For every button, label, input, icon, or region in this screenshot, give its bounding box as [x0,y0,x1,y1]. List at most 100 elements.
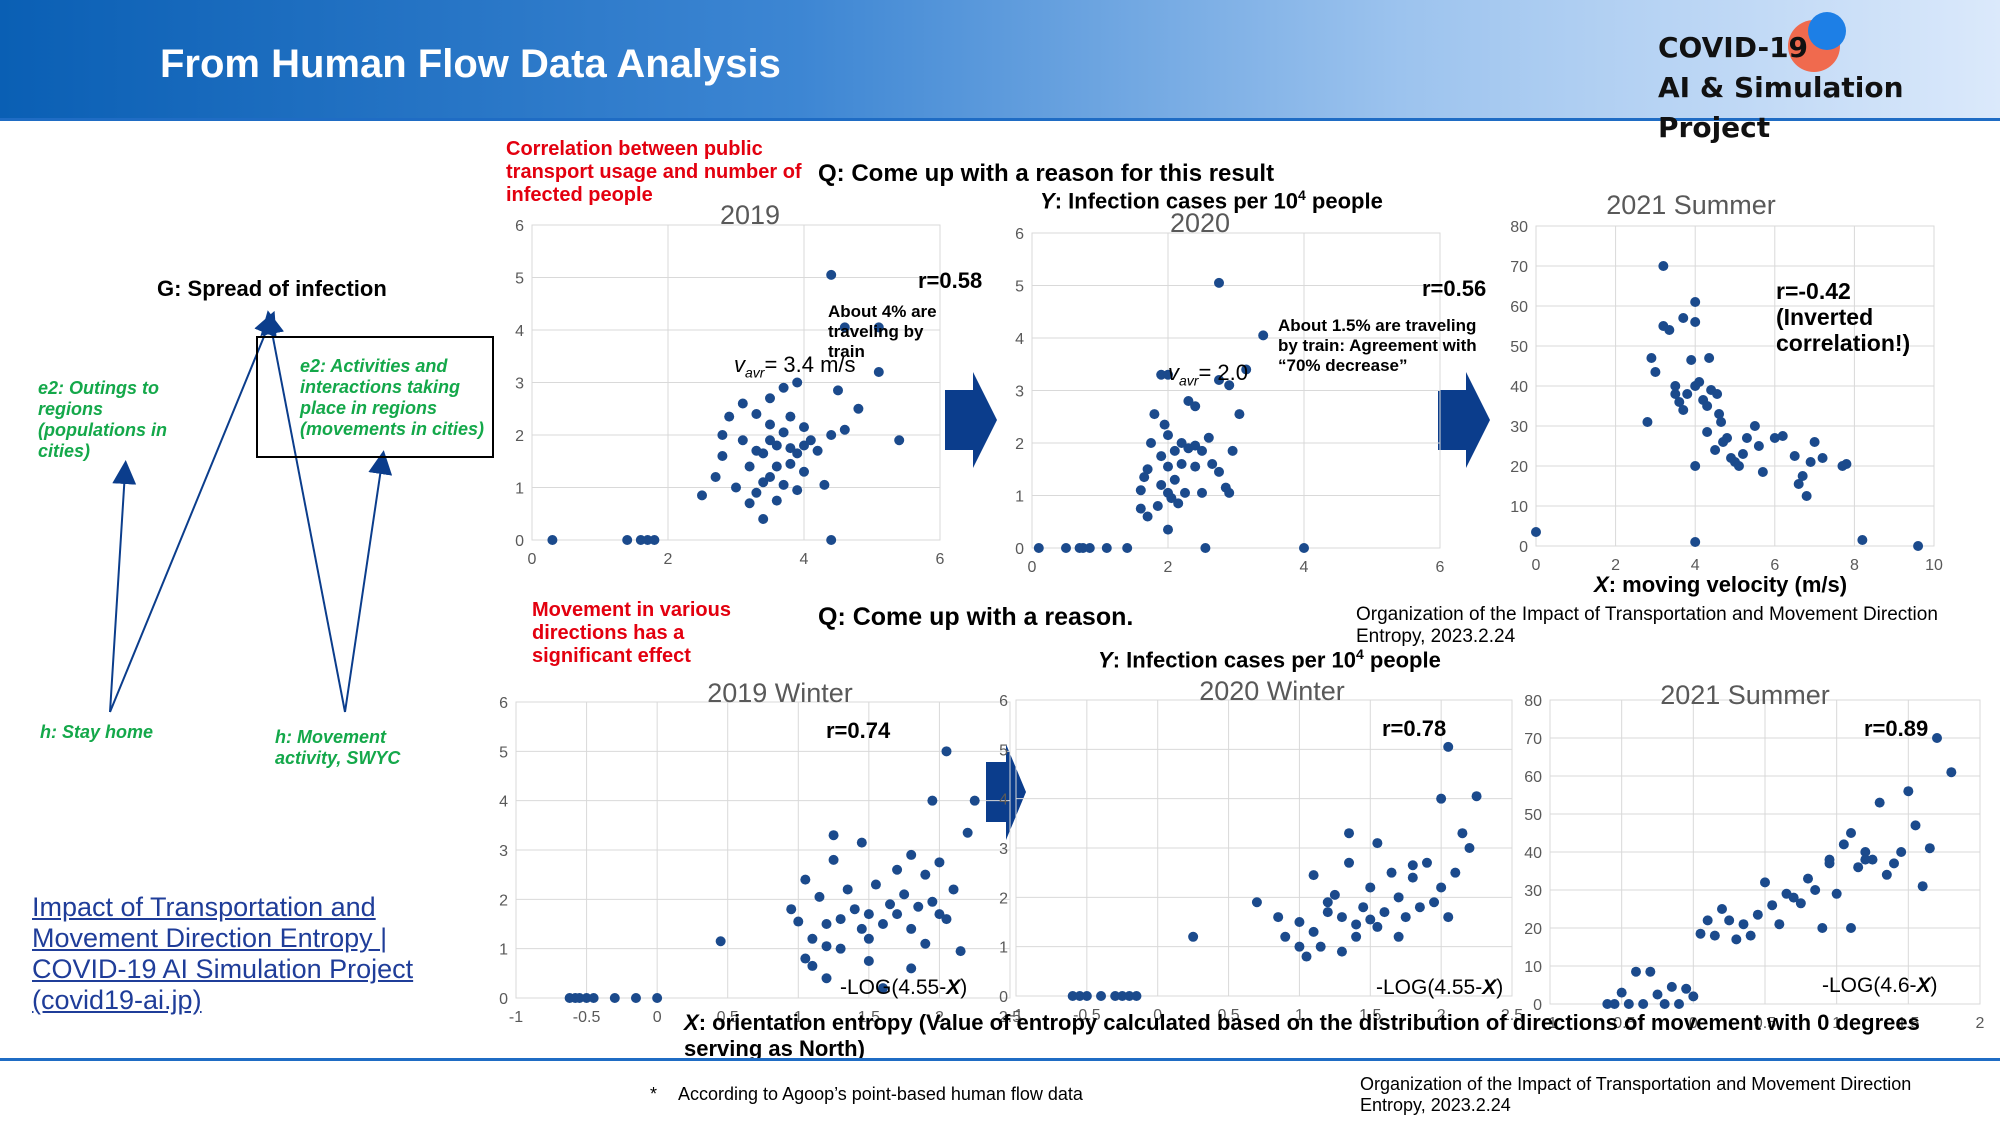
data-point [649,535,660,545]
data-point [1336,946,1347,957]
data-point [1135,503,1146,514]
y-tick-label: 4 [499,794,508,811]
data-point [1393,931,1404,942]
scatter-plot: -1 -0.5 0 0.5 1 1.5 2 2.5 0 1 2 3 4 5 6 [999,693,1523,1024]
data-point [1670,389,1681,399]
chart-title: 2019 Winter [707,678,853,708]
data-point [1690,317,1701,327]
data-point [1344,857,1355,868]
data-point [1803,873,1813,884]
chart-2020: 0 2 4 6 0 1 2 3 4 5 6 2020 [1010,208,1470,588]
y-tick-label: 70 [1510,259,1528,276]
data-point [1913,541,1924,551]
data-point [1117,991,1128,1001]
data-point [1180,487,1190,498]
x-tick-label: -1 [1543,1015,1557,1032]
data-point [1788,892,1799,903]
data-point [1741,433,1752,443]
y-tick-label: 10 [1524,959,1542,976]
top-x-axis-label: X: moving velocity (m/s) [1594,572,1847,598]
x-tick-label: 1 [1295,1007,1304,1024]
data-point [873,367,884,377]
top-red-note: Correlation between public transport usa… [506,138,802,206]
data-point [1421,857,1432,868]
data-point [1645,966,1656,977]
data-point [821,941,832,952]
data-point [1638,999,1649,1009]
data-point [885,899,896,910]
chart-title: 2021 Summer [1606,190,1776,220]
data-point [1443,912,1454,923]
data-point [835,943,846,954]
data-point [1777,431,1788,441]
x-tick-label: 2.5 [1501,1007,1523,1024]
y-tick-label: 10 [1510,499,1528,516]
data-point [1156,451,1167,462]
h-stay-home-label: h: Stay home [40,722,154,742]
chart-title: 2019 [719,200,781,230]
data-point [1299,543,1309,553]
data-point [1650,367,1661,377]
y-variable-bottom: Y [1098,647,1113,673]
data-point [799,466,809,477]
y-tick-label: 50 [1510,339,1528,356]
data-point [1853,862,1864,873]
data-point [785,458,796,469]
y-tick-label: 0 [1533,997,1542,1014]
x-tick-label: 4 [1300,559,1309,576]
data-point [1457,828,1468,839]
data-point [894,435,905,446]
source-link[interactable]: Impact of Transportation and Movement Di… [32,892,414,1015]
data-point [941,746,952,757]
y-tick-label: 3 [999,841,1008,858]
v-symbol-2020: v [1168,360,1179,385]
x-tick-label: 4 [1691,557,1700,574]
data-point [1200,543,1211,553]
data-point [1817,923,1828,933]
y-tick-label: 5 [499,744,508,761]
data-point [833,385,843,396]
y-tick-label: 3 [515,376,524,393]
data-point [920,938,931,949]
data-point [785,443,796,454]
data-point [1896,847,1907,857]
data-point [1686,355,1697,365]
data-point [1163,461,1173,472]
data-point [1690,297,1701,307]
scatter-plot: 0 2 4 6 0 1 2 3 4 5 6 [515,218,944,568]
logo-blue-circle-icon [1808,12,1846,50]
data-point [1810,885,1821,895]
x-tick-label: 1 [794,1009,803,1026]
bottom-x-axis-label: X: orientation entropy (Value of entropy… [684,1010,1944,1062]
data-point [1757,467,1768,477]
y-tick-label: 4 [1015,331,1024,348]
xfunc-var: X [1916,974,1931,997]
data-point [927,795,938,806]
r-value-2020w: r=0.78 [1382,716,1447,741]
data-point [1407,860,1418,871]
data-point [863,909,874,920]
x-tick-label: 1.5 [858,1009,880,1026]
r-value-2020: r=0.56 [1422,276,1487,301]
x-tick-label: 2 [1164,559,1173,576]
data-point [1190,440,1201,451]
x-tick-label: 0 [1532,557,1541,574]
data-point [1722,433,1733,443]
header-bar [0,0,2000,118]
data-point [1241,364,1252,375]
x-tick-label: -0.5 [573,1009,601,1026]
data-point [1860,854,1871,865]
data-point [1753,441,1764,451]
chart-2021-summer-entropy: -1 -0.5 0 0.5 1 1.5 2 0 10 20 30 40 50 60 70 80 2021 Su… [1524,680,1990,1040]
data-point [1173,498,1184,509]
x-tick-label: 0.5 [1217,1007,1239,1024]
data-point [1156,480,1167,490]
data-point [1084,543,1095,553]
x-tick-label: 2 [1976,1015,1985,1032]
data-point [792,448,803,459]
data-point [1609,999,1620,1009]
x-tick-label: 8 [1850,557,1859,574]
y-tick-label: 0 [999,989,1008,1006]
y-tick-label: 60 [1524,769,1542,786]
